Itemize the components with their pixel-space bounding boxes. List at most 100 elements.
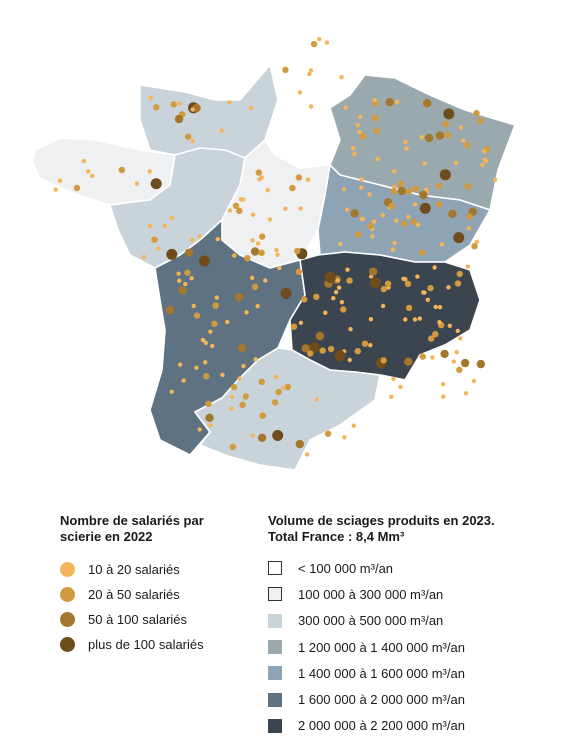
sawmill-dot [454,350,459,355]
sawmill-dot [189,276,194,281]
sawmill-dot [215,237,220,242]
sawmill-dot [225,319,230,325]
swatch-icon [268,718,282,733]
sawmill-dot [310,40,318,48]
sawmill-dot [359,216,365,221]
sawmill-dot [297,90,303,95]
legend-volume-title-line2: Total France : 8,4 Mm³ [268,529,405,544]
sawmill-dot [81,158,87,164]
sawmill-dot [425,297,430,302]
sawmill-dot [466,226,471,231]
legend-salaries-label: 50 à 100 salariés [88,612,188,627]
sawmill-dot [370,234,375,239]
sawmill-dot [460,358,470,368]
sawmill-dot [400,220,408,227]
sawmill-dot [227,100,232,105]
sawmill-dot [327,345,335,353]
sawmill-dot [208,423,213,428]
sawmill-dot [259,412,266,419]
sawmill-dot [178,286,187,295]
sawmill-dot [447,323,452,328]
sawmill-dot [229,443,236,451]
sawmill-dot [347,357,352,363]
sawmill-dot [193,312,201,319]
sawmill-dot [283,206,288,211]
sawmill-dot [184,248,194,257]
sawmill-dot [214,295,219,300]
legend-salaries-title-line2: scierie en 2022 [60,529,153,544]
sawmill-dot [464,183,472,190]
sawmill-dot [359,177,364,182]
sawmill-dot [406,214,411,220]
sawmill-dot [281,385,286,390]
sawmill-dot [380,357,387,364]
sawmill-dot [151,236,158,243]
sawmill-dot [338,241,343,247]
sawmill-dot [424,187,429,192]
france-map [32,37,515,470]
legend-volume-label: 1 600 000 à 2 000 000 m³/an [298,692,465,708]
sawmill-dot [178,362,183,367]
sawmill-dot [367,222,374,230]
sawmill-dot [263,278,268,283]
sawmill-dot [423,99,432,108]
legend-volume-item: 2 000 000 à 2 200 000 m³/an [268,713,568,739]
sawmill-dot [439,242,445,247]
sawmill-dot [257,177,262,182]
sawmill-dot [492,177,498,182]
sawmill-dot [412,317,418,322]
sawmill-dot [474,239,479,245]
swatch-icon [268,561,282,576]
legend-salaries-item: 50 à 100 salariés [60,607,260,632]
sawmill-dot [355,231,362,238]
sawmill-dot [166,305,175,315]
sawmill-dot [443,108,455,120]
swatch-icon [268,692,282,707]
sawmill-dot [203,340,208,345]
sawmill-dot [405,188,412,195]
sawmill-dot [421,290,426,295]
sawmill-dot [397,180,404,187]
dot-xlarge-icon [60,637,75,652]
legend-volume-item: 100 000 à 300 000 m³/an [268,581,568,607]
sawmill-dot [336,285,342,290]
legend-volume-label: 300 000 à 500 000 m³/an [298,613,444,629]
sawmill-dot [435,201,443,208]
sawmill-dot [313,293,320,300]
sawmill-dot [185,133,192,140]
sawmill-dot [340,306,347,313]
legend-volume-item: 1 400 000 à 1 600 000 m³/an [268,660,568,686]
legend-volume-label: < 100 000 m³/an [298,560,394,576]
sawmill-dot [390,247,396,252]
sawmill-dot [394,218,399,223]
sawmill-dot [471,378,477,384]
swatch-icon [268,666,282,681]
sawmill-dot [308,342,320,354]
sawmill-dot [267,217,273,222]
legend-salaries-label: 10 à 20 salariés [88,562,180,577]
sawmill-dot [341,187,347,192]
sawmill-dot [458,125,464,130]
sawmill-dot [466,213,473,220]
sawmill-dot [274,374,279,380]
sawmill-dot [250,275,255,280]
sawmill-dot [432,331,439,338]
sawmill-dot [448,209,457,218]
sawmill-dot [335,278,340,283]
sawmill-dot [444,132,451,139]
legend-volume-item: 1 200 000 à 1 400 000 m³/an [268,634,568,660]
sawmill-dot [241,197,246,202]
sawmill-dot [150,178,162,190]
sawmill-dot [258,378,265,385]
dot-large-icon [60,612,75,627]
sawmill-dot [210,343,215,349]
sawmill-dot [419,135,424,140]
sawmill-dot [351,423,356,428]
sawmill-dot [339,75,344,80]
sawmill-dot [298,206,303,211]
sawmill-dot [229,394,235,400]
legend-salaries-title-line1: Nombre de salariés par [60,513,204,528]
sawmill-dot [271,399,279,406]
sawmill-dot [147,224,153,229]
sawmill-dot [390,187,397,195]
